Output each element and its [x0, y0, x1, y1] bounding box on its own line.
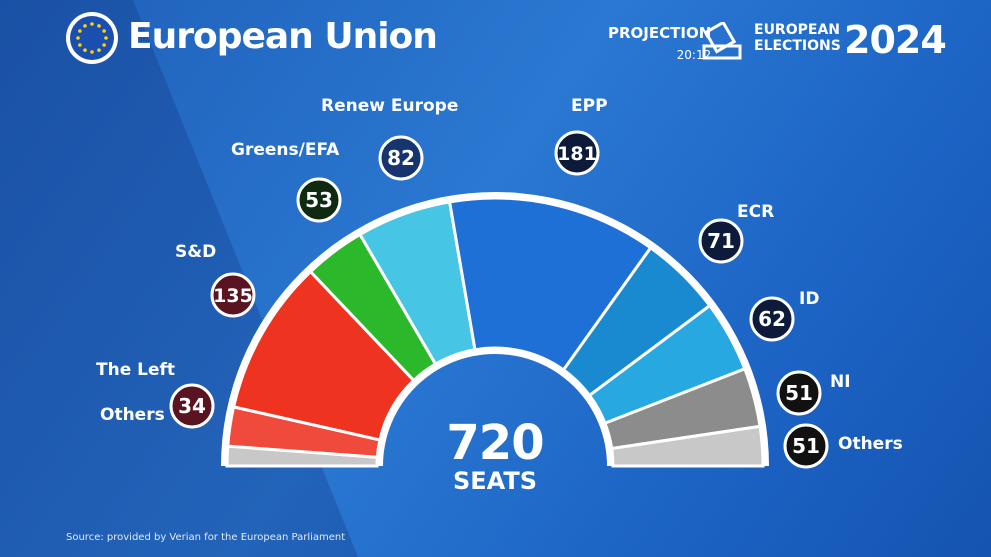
- badge-value-greens-efa-3: 53: [305, 188, 333, 212]
- segment-epp-5: [447, 196, 653, 373]
- badge-value-ecr-6: 71: [707, 229, 735, 253]
- page-title: European Union: [128, 16, 438, 57]
- badge-value-ni-8: 51: [785, 381, 813, 405]
- badge-value-id-7: 62: [758, 307, 786, 331]
- badge-value-others-9: 51: [792, 434, 820, 458]
- badge-value-s-d-2: 135: [213, 285, 253, 307]
- label-id-7: ID: [799, 289, 820, 309]
- election-year: 2024: [844, 18, 947, 62]
- badge-circle-others-9: [783, 423, 829, 469]
- badge-circle-ecr-6: [698, 218, 744, 264]
- source-note: Source: provided by Verian for the Europ…: [66, 532, 346, 543]
- elections-line2: ELECTIONS: [754, 38, 841, 54]
- label-others-0: Others: [100, 405, 165, 425]
- badge-circle-id-7: [749, 296, 795, 342]
- label-ni-8: NI: [830, 372, 851, 392]
- total-seats: 720 SEATS: [420, 418, 570, 494]
- label-others-9: Others: [838, 434, 903, 454]
- label-renew-europe-4: Renew Europe: [321, 96, 459, 116]
- label-ecr-6: ECR: [737, 202, 775, 222]
- label-epp-5: EPP: [571, 96, 608, 116]
- badge-circle-epp-5: [554, 130, 600, 176]
- badge-circle-greens-efa-3: [296, 177, 342, 223]
- elections-label: EUROPEAN ELECTIONS: [754, 22, 841, 54]
- segment-others-9: [609, 424, 765, 468]
- badge-circle-s-d-2: [210, 272, 256, 318]
- projection-text: PROJECTION: [608, 24, 712, 42]
- eu-flag-icon: [66, 12, 118, 64]
- ballot-box-icon: [702, 22, 742, 60]
- badge-value-epp-5: 181: [557, 143, 597, 165]
- elections-line1: EUROPEAN: [754, 22, 840, 38]
- badge-circle-renew-europe-4: [378, 135, 424, 181]
- total-seats-number: 720: [446, 415, 544, 471]
- label-s-d-2: S&D: [175, 242, 217, 262]
- badge-circle-the-left-1: [169, 383, 215, 429]
- badge-value-renew-europe-4: 82: [387, 146, 415, 170]
- badge-value-the-left-1: 34: [178, 394, 206, 418]
- label-the-left-1: The Left: [96, 360, 176, 380]
- label-greens-efa-3: Greens/EFA: [231, 140, 340, 160]
- total-seats-label: SEATS: [452, 467, 538, 495]
- badge-circle-ni-8: [776, 370, 822, 416]
